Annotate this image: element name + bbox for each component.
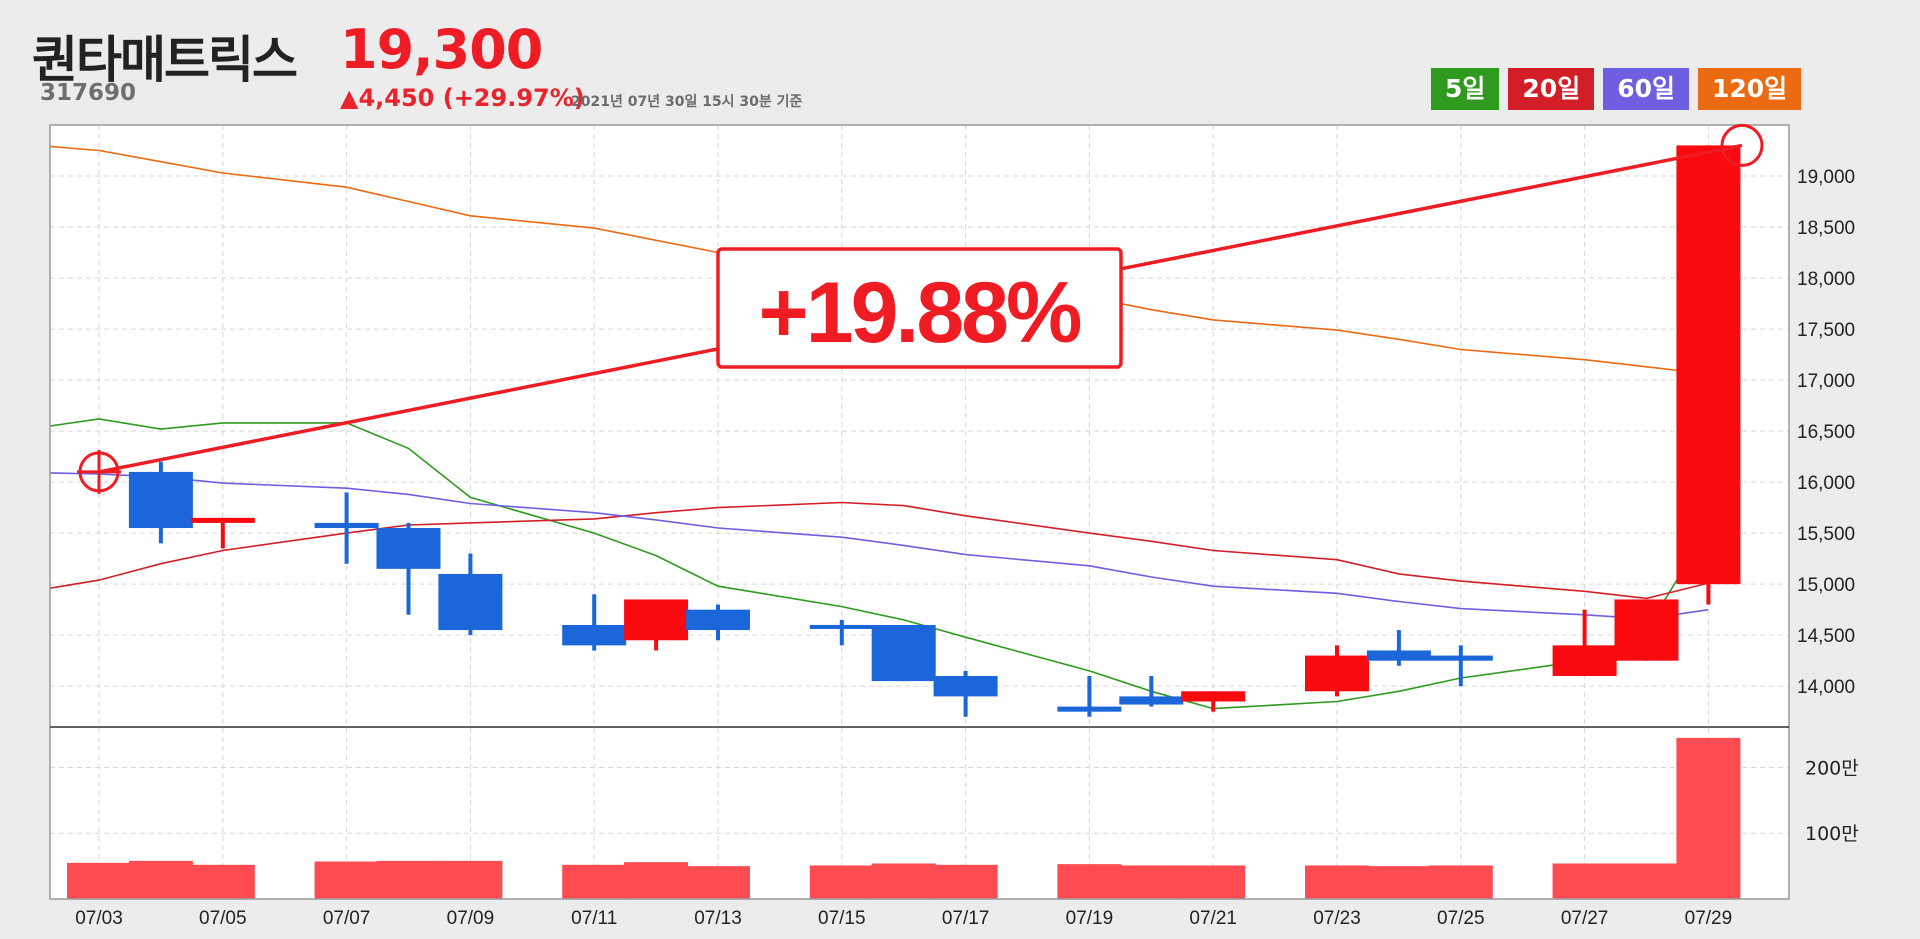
volume-bar	[1552, 863, 1617, 899]
volume-bar	[128, 860, 193, 899]
chart-frame	[49, 124, 1790, 900]
candle	[562, 594, 627, 651]
volume-bar	[1181, 865, 1246, 899]
date-tick-label: 07/21	[1189, 908, 1237, 929]
current-price: 19,300	[340, 18, 543, 81]
volume-bar	[1428, 865, 1493, 899]
volume-bar	[871, 863, 936, 899]
change-callout-box	[716, 247, 1123, 369]
moving-average-legend: 5일 20일 60일 120일	[1431, 68, 1802, 110]
price-tick-label: 14,000	[1797, 677, 1855, 698]
volume-panel: 100만 200만	[50, 728, 1859, 899]
date-tick-label: 07/05	[199, 908, 247, 929]
moving-average-line	[49, 418, 1710, 710]
volume-bar	[1057, 864, 1122, 899]
legend-ma120[interactable]: 120일	[1698, 68, 1802, 110]
volume-bar	[809, 865, 874, 899]
candle	[686, 604, 750, 641]
date-tick-label: 07/27	[1561, 908, 1609, 929]
volume-bar	[686, 866, 750, 899]
volume-bar	[376, 860, 441, 899]
candle	[376, 522, 441, 615]
candle	[1057, 675, 1122, 717]
volume-bar	[1119, 865, 1184, 899]
candle	[1676, 145, 1741, 605]
date-tick-label: 07/23	[1313, 908, 1361, 929]
moving-average-line	[49, 501, 1709, 600]
price-change: ▲4,450 (+29.97%)	[340, 84, 585, 112]
stock-name: 퀀타매트릭스	[32, 31, 298, 89]
annotation-layer: +19.88%	[49, 123, 1790, 900]
volume-bar	[1366, 866, 1431, 899]
legend-ma20[interactable]: 20일	[1508, 68, 1595, 110]
date-tick-label: 07/15	[818, 908, 866, 929]
candle	[128, 461, 193, 544]
candle	[1181, 691, 1246, 712]
volume-bar	[1305, 865, 1369, 899]
volume-bar	[67, 862, 131, 899]
candle	[871, 624, 936, 682]
candle	[1552, 609, 1617, 676]
volume-tick-label: 100만	[1805, 823, 1859, 845]
candle	[1119, 675, 1184, 707]
price-tick-label: 19,000	[1797, 167, 1855, 188]
price-tick-label: 18,000	[1797, 269, 1855, 290]
as-of-timestamp: 2021년 07년 30일 15시 30분 기준	[571, 94, 803, 110]
price-tick-label: 14,500	[1797, 626, 1855, 647]
chart-header: 퀀타매트릭스 317690 19,300 ▲4,450 (+29.97%) 20…	[0, 0, 1920, 120]
legend-ma5[interactable]: 5일	[1431, 68, 1500, 110]
candle	[438, 553, 503, 636]
legend-ma60[interactable]: 60일	[1603, 68, 1689, 110]
volume-bar	[1676, 737, 1741, 899]
moving-average-line	[49, 472, 1709, 620]
end-marker	[1720, 123, 1764, 167]
price-tick-label: 17,500	[1797, 320, 1855, 341]
candle	[1614, 599, 1679, 661]
date-axis: 07/03 07/05 07/07 07/09 07/11 07/13 07/15 07/17…	[75, 908, 1732, 929]
price-tick-label: 16,000	[1797, 473, 1855, 494]
candle	[933, 670, 998, 717]
candle	[314, 492, 379, 564]
candle	[1305, 645, 1369, 697]
volume-bar	[1614, 863, 1679, 899]
stock-code: 317690	[40, 80, 137, 106]
date-tick-label: 07/19	[1066, 908, 1114, 929]
volume-bar	[624, 862, 689, 899]
date-tick-label: 07/25	[1437, 908, 1485, 929]
candle	[190, 517, 255, 549]
date-tick-label: 07/09	[447, 908, 495, 929]
price-panel: 14,000 14,500 15,000 15,500 16,000 16,500 17,0…	[49, 125, 1855, 727]
price-tick-label: 18,500	[1797, 218, 1855, 239]
date-tick-label: 07/29	[1685, 908, 1733, 929]
price-tick-label: 15,000	[1797, 575, 1855, 596]
volume-bar	[438, 860, 503, 899]
candle	[809, 619, 874, 646]
date-tick-label: 07/17	[942, 908, 990, 929]
candle	[624, 599, 689, 651]
date-tick-label: 07/07	[323, 908, 371, 929]
price-tick-label: 17,000	[1797, 371, 1855, 392]
date-tick-label: 07/11	[571, 908, 617, 929]
change-callout-text: +19.88%	[759, 265, 1081, 361]
date-tick-label: 07/13	[694, 908, 742, 929]
date-tick-label: 07/03	[75, 908, 123, 929]
volume-bar	[314, 861, 379, 899]
volume-bar	[190, 864, 255, 899]
volume-tick-label: 200만	[1805, 757, 1859, 779]
price-tick-label: 15,500	[1797, 524, 1855, 545]
volume-bar	[933, 864, 998, 899]
price-tick-label: 16,500	[1797, 422, 1855, 443]
volume-bar	[562, 864, 627, 899]
candle	[1428, 645, 1493, 687]
candle	[1366, 630, 1431, 666]
